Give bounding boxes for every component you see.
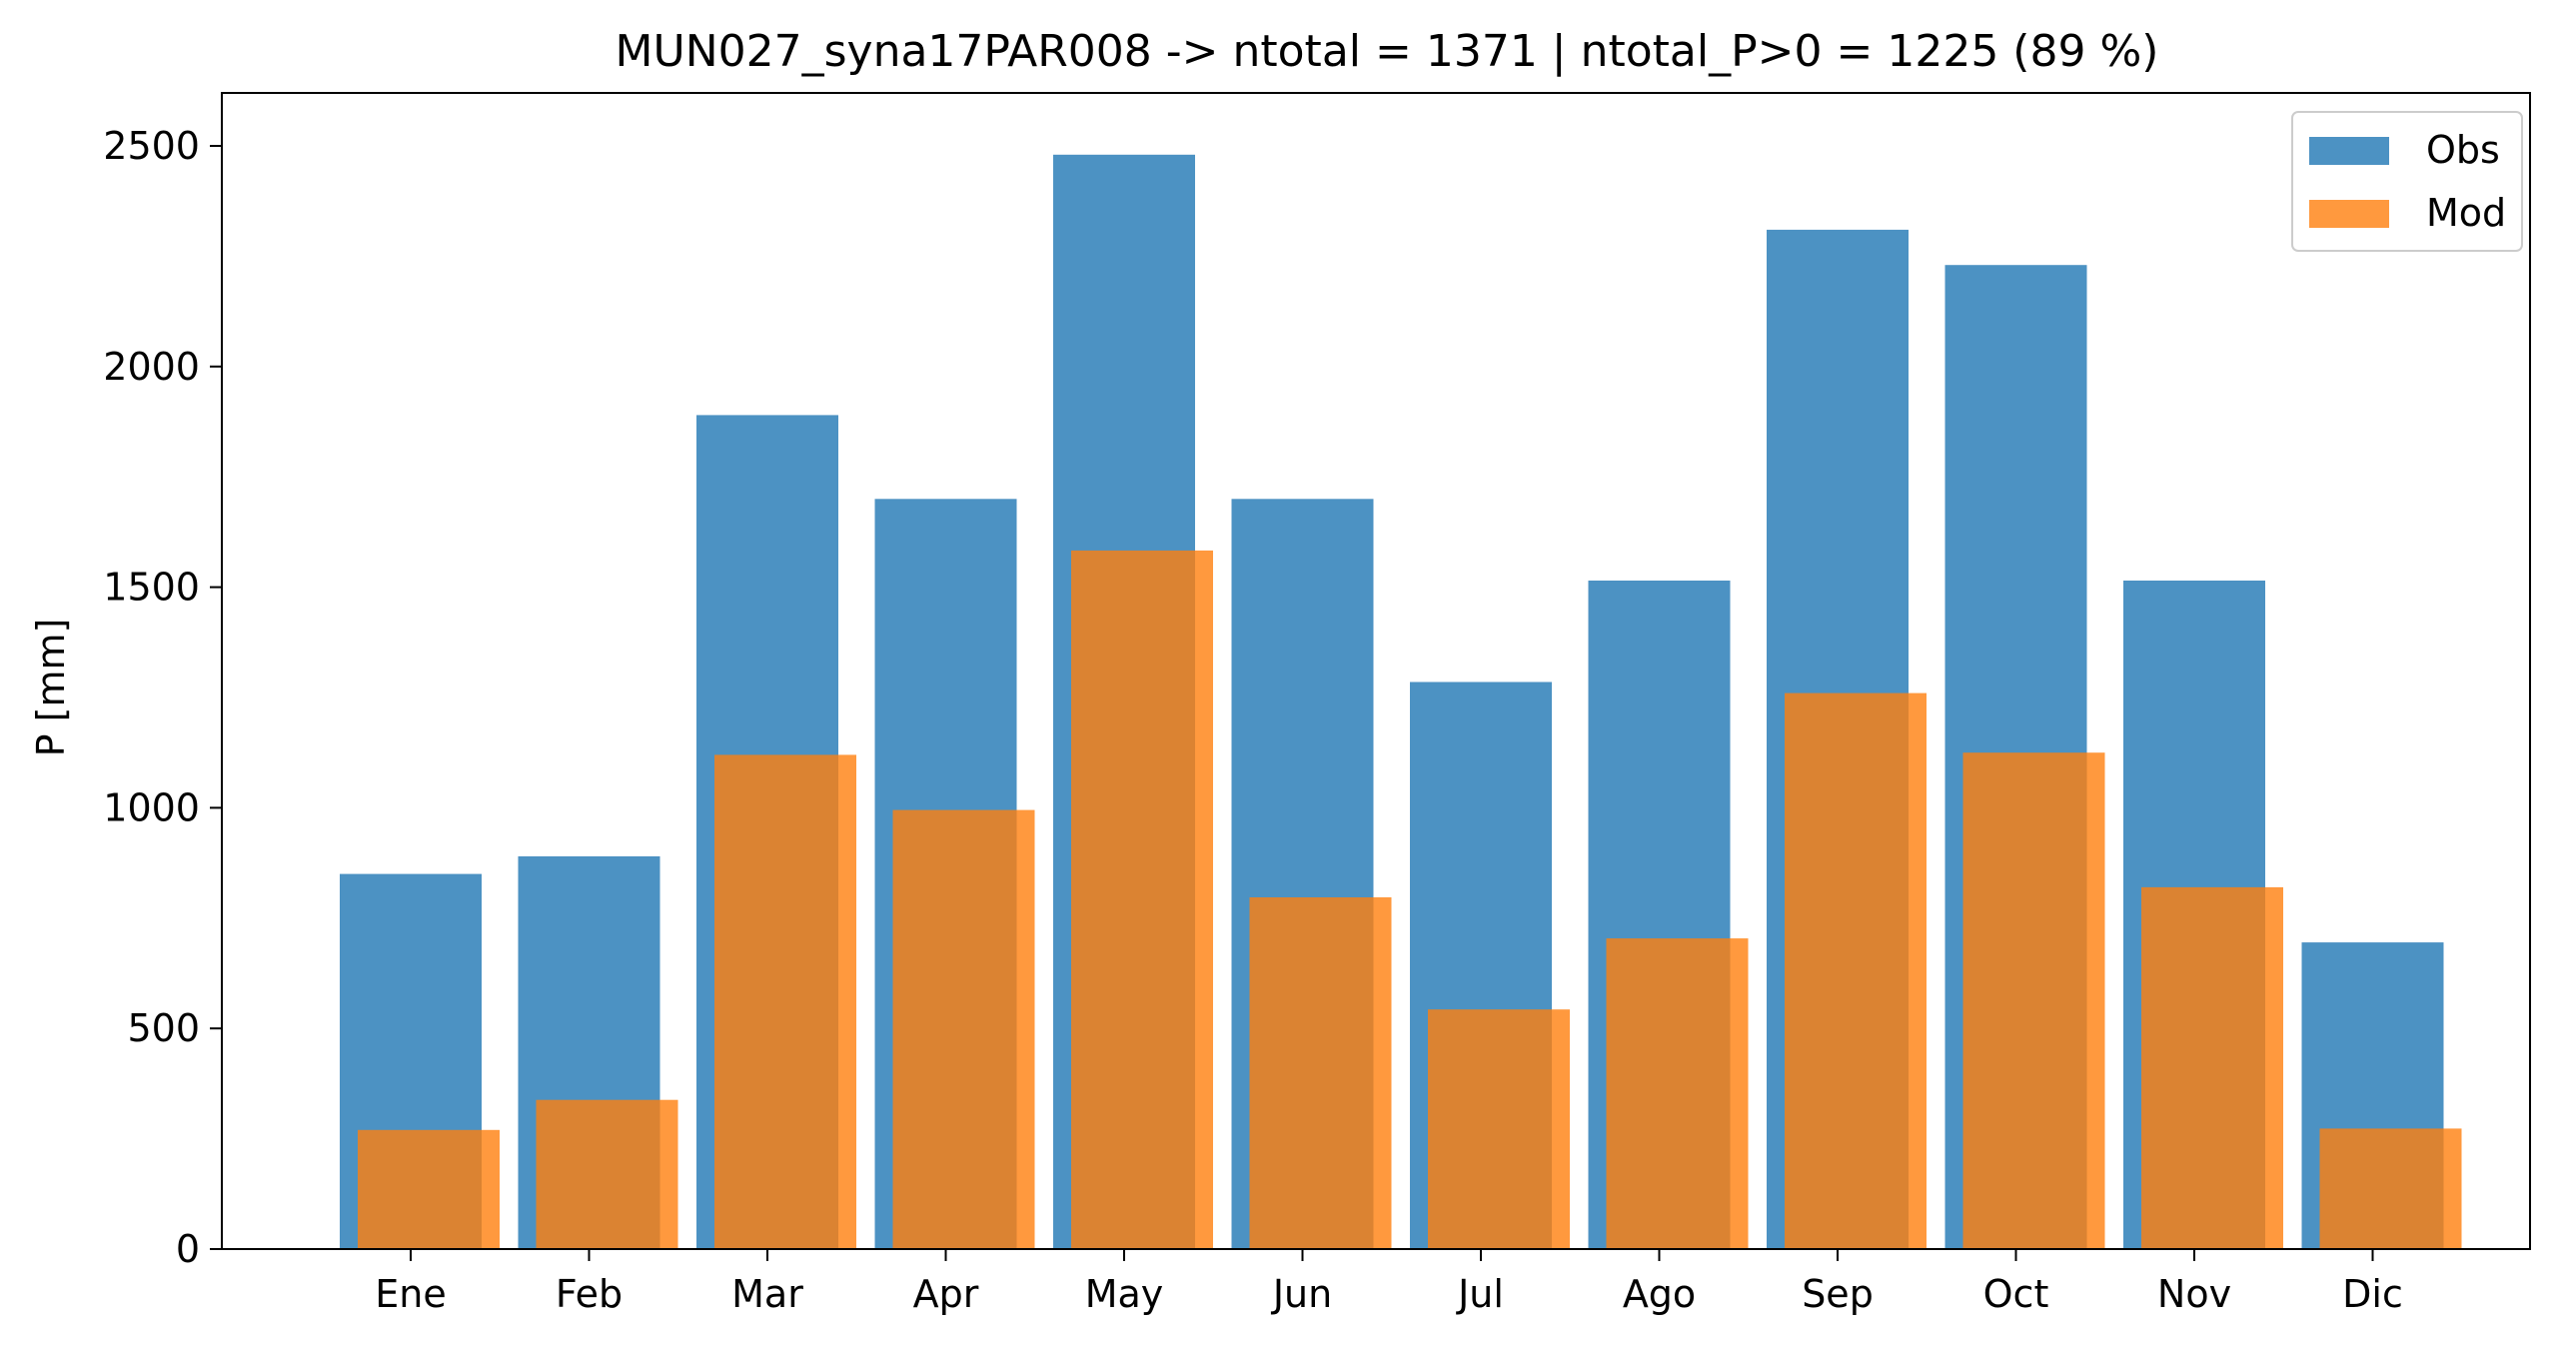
x-tick-label: Mar	[731, 1272, 803, 1316]
legend-swatch-obs	[2309, 137, 2389, 165]
bar-mod-jun	[1249, 897, 1392, 1249]
x-tick-label: Sep	[1802, 1272, 1874, 1316]
legend-swatch-mod	[2309, 200, 2389, 228]
bar-mod-dic	[2319, 1128, 2462, 1249]
bar-mod-nov	[2141, 886, 2283, 1249]
bar-mod-ene	[358, 1129, 500, 1249]
x-tick-label: Oct	[1983, 1272, 2049, 1316]
x-tick-label: May	[1085, 1272, 1164, 1316]
bar-mod-ago	[1606, 938, 1749, 1249]
bar-mod-apr	[892, 809, 1035, 1249]
y-tick-label: 2000	[103, 345, 200, 389]
bar-mod-mar	[714, 754, 856, 1249]
y-tick-label: 0	[176, 1227, 200, 1271]
ticks-layer: Ene Feb Mar Apr May Jun Jul Ago Sep Oct Nov Dic 0 500…	[103, 124, 2403, 1316]
bar-mod-oct	[1962, 752, 2105, 1249]
x-tick-label: Jun	[1271, 1272, 1332, 1316]
x-tick-label: Apr	[913, 1272, 979, 1316]
y-tick-label: 500	[127, 1006, 200, 1050]
y-tick-label: 1000	[103, 785, 200, 829]
x-tick-label: Ene	[375, 1272, 446, 1316]
y-axis-label: P [mm]	[29, 619, 73, 757]
bar-mod-jul	[1428, 1009, 1570, 1249]
legend: Obs Mod	[2291, 111, 2523, 252]
legend-label-mod: Mod	[2426, 191, 2506, 235]
y-tick-label: 1500	[103, 566, 200, 610]
x-tick-label: Nov	[2157, 1272, 2231, 1316]
y-tick-label: 2500	[103, 124, 200, 168]
plot-frame	[221, 92, 2531, 1250]
chart-title: MUN027_syna17PAR008 -> ntotal = 1371 | n…	[616, 26, 2159, 77]
bar-mod-may	[1071, 550, 1213, 1249]
bar-mod-sep	[1785, 692, 1927, 1249]
bar-mod-feb	[536, 1099, 678, 1249]
x-tick-label: Dic	[2342, 1272, 2403, 1316]
bars-layer	[340, 154, 2462, 1249]
x-tick-label: Jul	[1456, 1272, 1504, 1316]
legend-label-obs: Obs	[2426, 128, 2500, 172]
x-tick-label: Feb	[556, 1272, 623, 1316]
x-tick-label: Ago	[1623, 1272, 1696, 1316]
